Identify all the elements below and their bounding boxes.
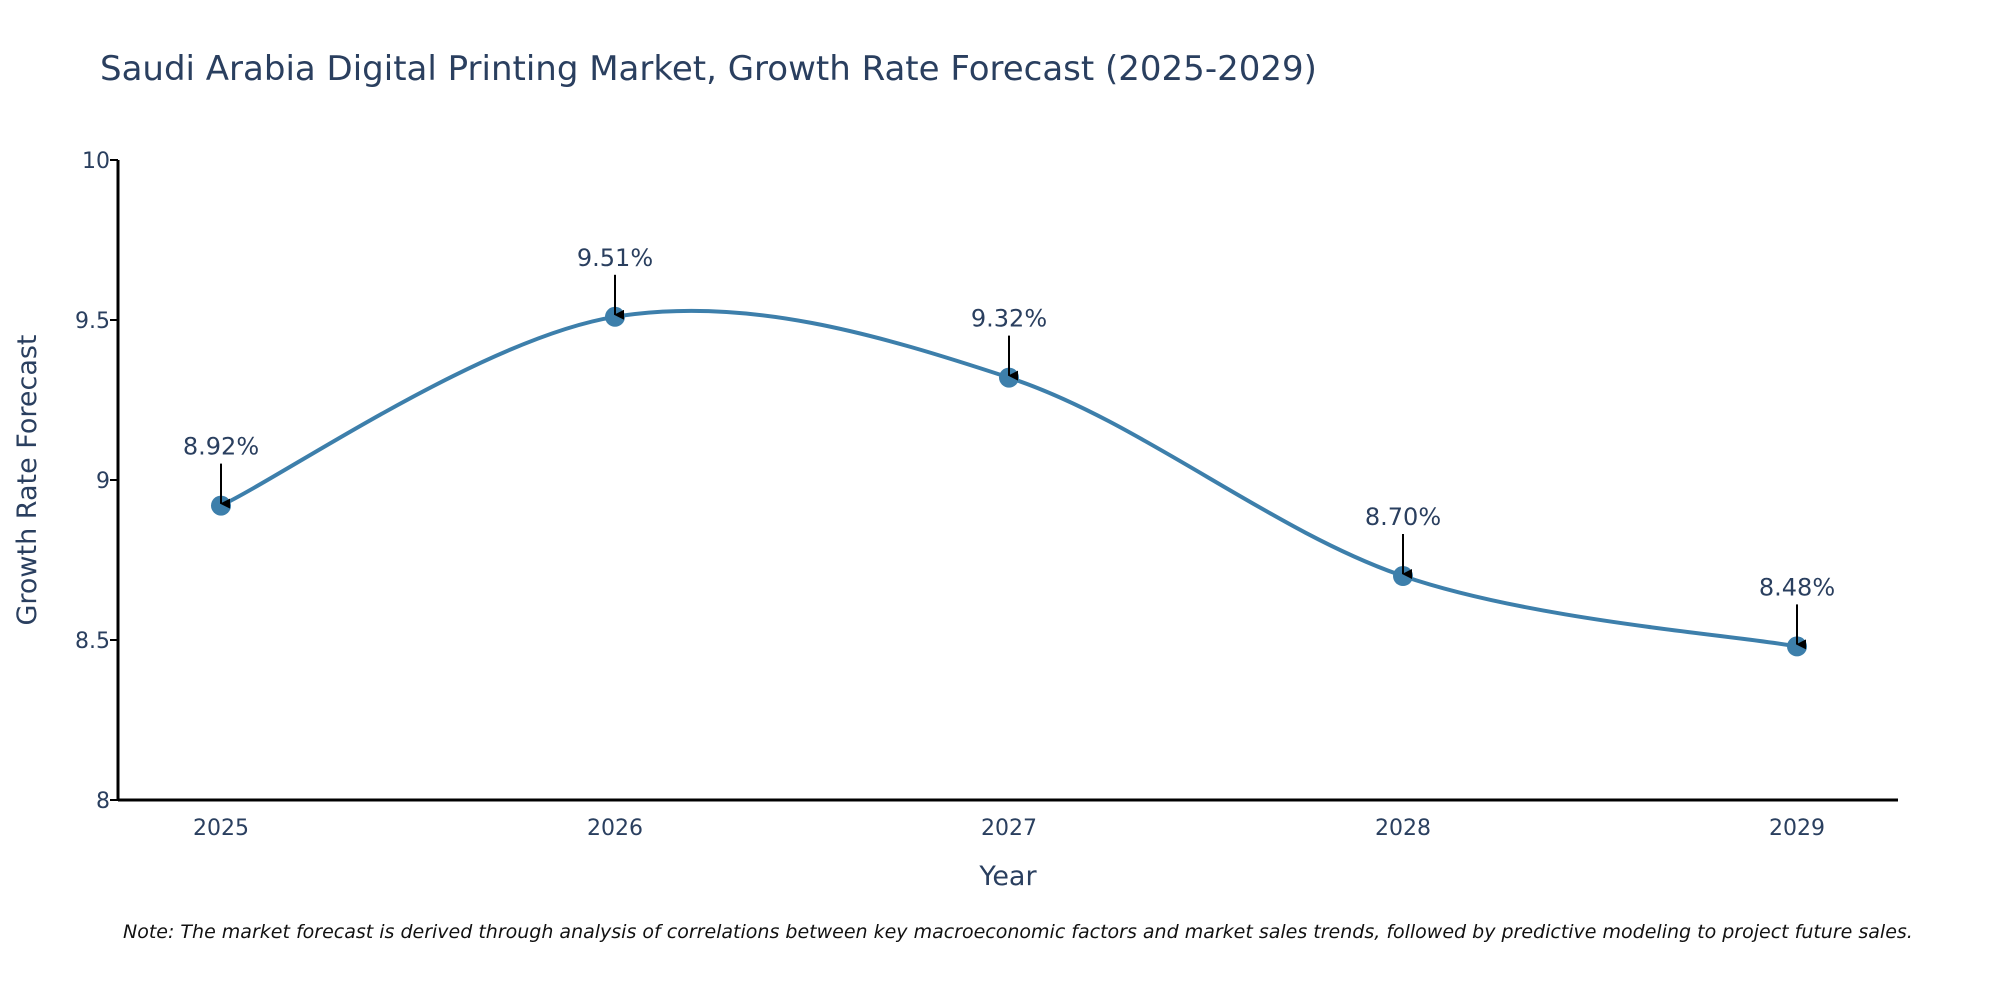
x-tick-label: 2027 xyxy=(981,816,1037,841)
data-label-2026: 9.51% xyxy=(577,244,653,272)
y-tick-label: 9.5 xyxy=(75,309,110,334)
data-annotations: 8.92% 9.51% 9.32% 8.70% 8.48% xyxy=(183,244,1835,650)
chart-title: Saudi Arabia Digital Printing Market, Gr… xyxy=(100,49,1317,89)
y-axis-title: Growth Rate Forecast xyxy=(12,334,43,625)
y-tick-label: 9 xyxy=(96,469,110,494)
x-tick-label: 2028 xyxy=(1375,816,1431,841)
y-axis-ticks: 8 8.5 9 9.5 10 xyxy=(75,149,118,814)
x-tick-label: 2025 xyxy=(193,816,249,841)
x-axis-ticks: 2025 2026 2027 2028 2029 xyxy=(193,816,1825,841)
footnote: Note: The market forecast is derived thr… xyxy=(123,921,1913,943)
data-label-2027: 9.32% xyxy=(971,305,1047,333)
x-tick-label: 2026 xyxy=(587,816,643,841)
data-label-2028: 8.70% xyxy=(1365,503,1441,531)
y-tick-label: 8.5 xyxy=(75,629,110,654)
x-tick-label: 2029 xyxy=(1769,816,1825,841)
x-axis-title: Year xyxy=(978,861,1037,892)
data-label-2025: 8.92% xyxy=(183,433,259,461)
y-tick-label: 10 xyxy=(82,149,110,174)
y-tick-label: 8 xyxy=(96,789,110,814)
data-label-2029: 8.48% xyxy=(1759,573,1835,601)
